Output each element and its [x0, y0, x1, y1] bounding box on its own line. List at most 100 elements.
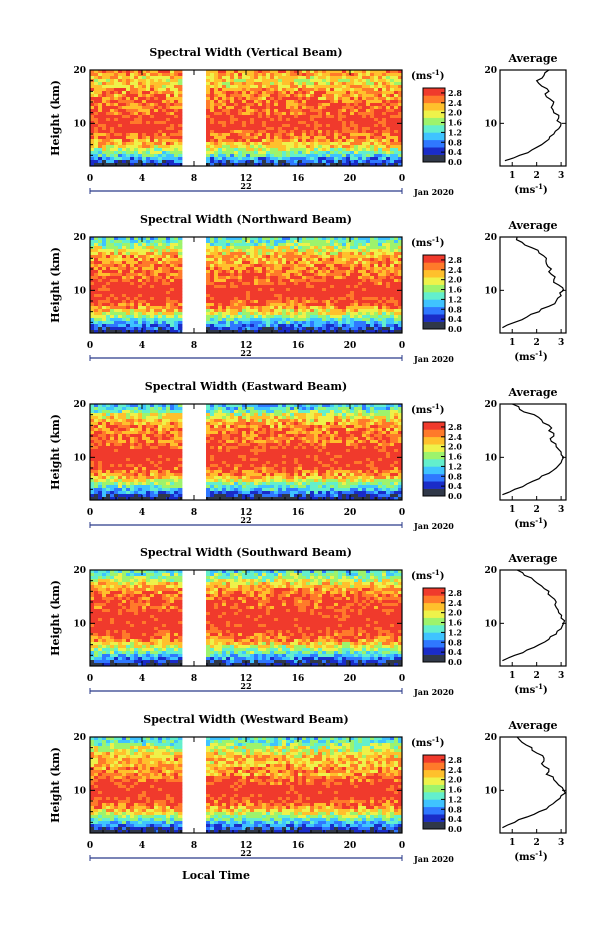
- date-label: Jan 2020: [413, 854, 454, 864]
- y-tick-label: 20: [73, 400, 86, 410]
- colorbar-segment: [423, 284, 445, 293]
- profile-unit-exponent: -1: [535, 349, 543, 358]
- colorbar-segment: [423, 88, 445, 96]
- colorbar-tick-label: 2.0: [448, 775, 462, 785]
- profile-unit-base: (ms: [514, 685, 535, 696]
- x-tick-label: 0: [399, 508, 405, 518]
- x-tick-label: 12: [240, 841, 253, 851]
- x-tick-label: 12: [240, 508, 253, 518]
- colorbar-tick-label: 2.8: [448, 755, 462, 765]
- profile-unit-base: (ms: [514, 352, 535, 363]
- profile-x-tick-label: 1: [509, 338, 515, 348]
- colorbar-tick-label: 1.2: [448, 461, 462, 471]
- profile-x-tick-label: 3: [558, 505, 564, 515]
- unit-base: (ms: [411, 571, 432, 582]
- colorbar-segment: [423, 473, 445, 482]
- y-axis-label: Height (km): [49, 80, 62, 156]
- colorbar-tick-label: 0.0: [448, 157, 462, 167]
- profile-x-label: (ms-1): [514, 516, 547, 530]
- profile-line: [502, 236, 565, 329]
- colorbar-tick-label: 2.8: [448, 255, 462, 265]
- profile-line: [502, 569, 566, 662]
- x-tick-label: 0: [399, 674, 405, 684]
- colorbar-tick-label: 0.0: [448, 324, 462, 334]
- colorbar-tick-label: 0.4: [448, 147, 462, 157]
- profile-y-tick-label: 10: [484, 786, 497, 796]
- unit-exponent: -1: [432, 568, 440, 577]
- profile-unit-exponent: -1: [535, 849, 543, 858]
- colorbar-tick-label: 0.8: [448, 137, 462, 147]
- profile-y-tick-label: 10: [484, 453, 497, 463]
- colorbar-tick-label: 0.8: [448, 304, 462, 314]
- colorbar-tick-label: 1.2: [448, 127, 462, 137]
- colorbar-segment: [423, 429, 445, 438]
- unit-exponent: -1: [432, 235, 440, 244]
- colorbar-unit-label: (ms-1): [411, 68, 444, 82]
- colorbar-tick-label: 0.4: [448, 314, 462, 324]
- colorbar-tick-label: 0.0: [448, 657, 462, 667]
- profile-x-tick-label: 2: [534, 171, 540, 181]
- y-tick-label: 20: [73, 233, 86, 243]
- profile-line: [504, 69, 562, 162]
- profile-frame: [499, 569, 567, 667]
- panel-title: Spectral Width (Westward Beam): [143, 713, 348, 726]
- y-axis-label: Height (km): [49, 747, 62, 823]
- colorbar-segment: [423, 321, 445, 330]
- profile-unit-exponent: -1: [535, 182, 543, 191]
- colorbar-segment: [423, 610, 445, 618]
- y-tick-label: 10: [73, 786, 86, 796]
- profile-y-tick-label: 20: [484, 66, 497, 76]
- panel-title: Spectral Width (Vertical Beam): [149, 46, 342, 59]
- profile-x-label: (ms-1): [514, 682, 547, 696]
- colorbar-segment: [423, 625, 445, 633]
- unit-exponent: -1: [432, 735, 440, 744]
- x-tick-label: 0: [399, 841, 405, 851]
- panel-2: Spectral Width (Northward Beam)1020Heigh…: [49, 213, 567, 364]
- colorbar-segment: [423, 306, 445, 315]
- colorbar-segment: [423, 255, 445, 263]
- panel-3: Spectral Width (Eastward Beam)1020Height…: [49, 380, 567, 531]
- colorbar-segment: [423, 481, 445, 489]
- x-tick-label: 8: [191, 841, 197, 851]
- y-axis-label: Height (km): [49, 414, 62, 490]
- x-tick-label: 16: [292, 341, 305, 351]
- colorbar-segment: [423, 466, 445, 475]
- profile-y-tick-label: 10: [484, 619, 497, 629]
- date-label: Jan 2020: [413, 687, 454, 697]
- colorbar-tick-label: 0.4: [448, 647, 462, 657]
- x-tick-label: 16: [292, 674, 305, 684]
- y-tick-label: 10: [73, 453, 86, 463]
- colorbar-segment: [423, 269, 445, 278]
- colorbar-segment: [423, 488, 445, 497]
- colorbar-segment: [423, 102, 445, 111]
- x-tick-label: 16: [292, 508, 305, 518]
- unit-exponent: -1: [432, 68, 440, 77]
- profile-unit-base: (ms: [514, 852, 535, 863]
- colorbar-tick-label: 0.4: [448, 481, 462, 491]
- x-tick-label: 8: [191, 508, 197, 518]
- colorbar-tick-label: 1.2: [448, 627, 462, 637]
- colorbar-frame: [422, 754, 446, 830]
- y-axis-label: Height (km): [49, 247, 62, 323]
- panel-5: Spectral Width (Westward Beam) 10 20 Height…: [49, 713, 567, 864]
- x-tick-label: 8: [191, 341, 197, 351]
- y-tick-label: 20: [73, 733, 86, 743]
- colorbar-tick-label: 0.0: [448, 824, 462, 834]
- colorbar-segment: [423, 639, 445, 648]
- profile-x-tick-label: 1: [509, 171, 515, 181]
- x-tick-label: 20: [344, 508, 357, 518]
- profile-x-tick-label: 3: [558, 171, 564, 181]
- y-tick-label: 10: [73, 119, 86, 129]
- colorbar-segment: [423, 299, 445, 308]
- unit-exponent: -1: [432, 402, 440, 411]
- profile-unit-base: (ms: [514, 185, 535, 196]
- x-tick-label: 8: [191, 174, 197, 184]
- colorbar-segment: [423, 792, 445, 800]
- colorbar-tick-label: 1.6: [448, 785, 462, 795]
- colorbar-segment: [423, 110, 445, 118]
- profile-y-tick-label: 20: [484, 400, 497, 410]
- day-label: 22: [240, 181, 251, 191]
- x-tick-label: 0: [399, 341, 405, 351]
- colorbar-tick-label: 2.8: [448, 422, 462, 432]
- x-tick-label: 20: [344, 341, 357, 351]
